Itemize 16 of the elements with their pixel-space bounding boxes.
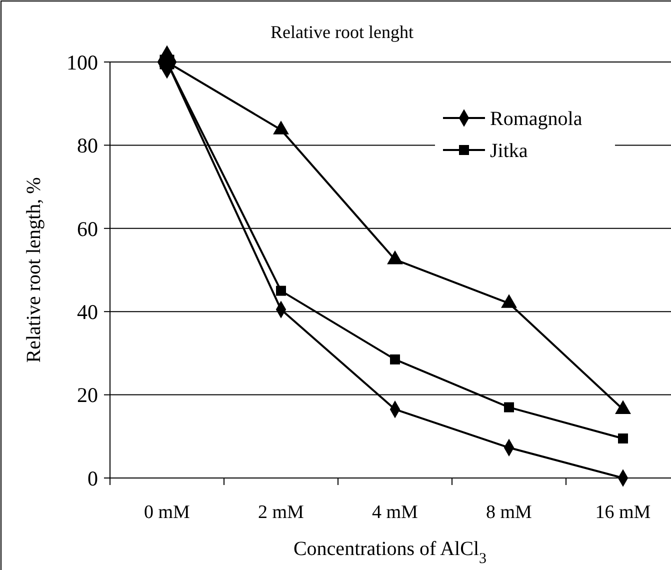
y-tick-label: 40 [77, 300, 98, 324]
y-tick-label: 80 [77, 134, 98, 158]
chart-title: Relative root lenght [270, 22, 414, 42]
x-tick-label: 8 mM [486, 502, 532, 523]
y-axis-title: Relative root length, % [23, 177, 45, 363]
x-tick-label: 16 mM [595, 502, 651, 523]
y-tick-label: 60 [77, 216, 98, 241]
x-tick-label: 4 mM [372, 502, 418, 523]
y-tick-label: 0 [88, 466, 98, 490]
x-tick-label: 0 mM [144, 502, 190, 523]
legend-label: Romagnola [490, 108, 582, 130]
legend-label: Jitka [490, 140, 528, 162]
x-tick-label: 2 mM [258, 502, 304, 523]
x-axis-title: Concentrations of AlCl$_{3}$ [293, 538, 487, 567]
y-tick-label: 20 [77, 383, 98, 408]
y-tick-label: 100 [66, 50, 98, 74]
